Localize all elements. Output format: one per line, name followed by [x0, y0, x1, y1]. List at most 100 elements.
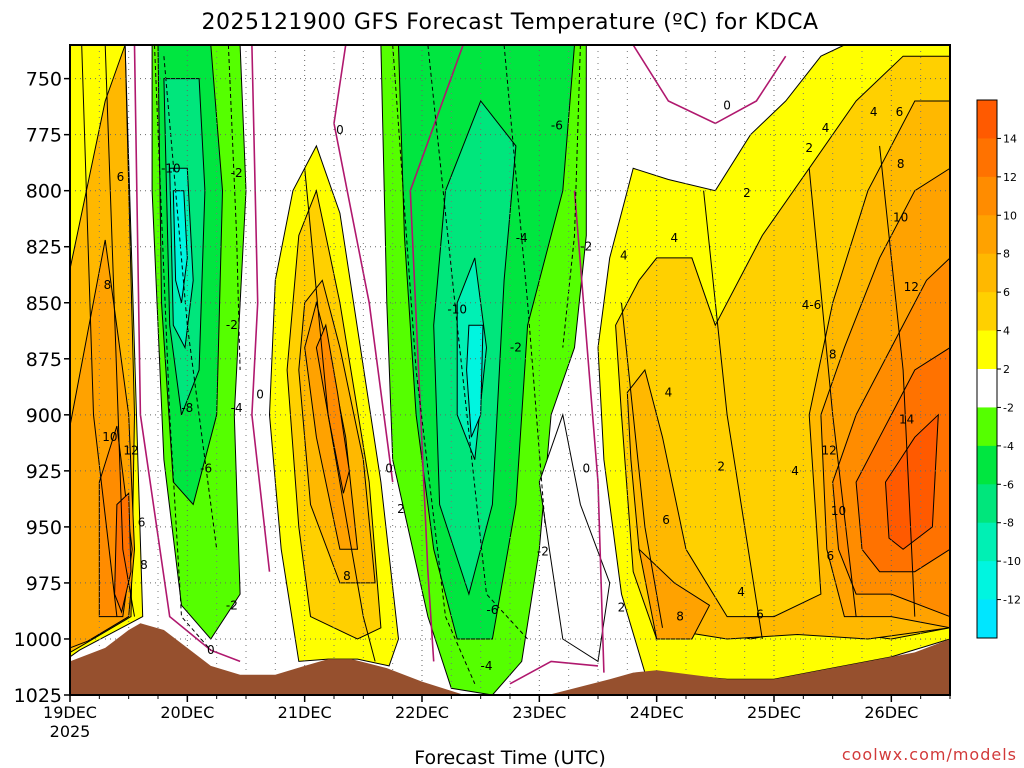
contour-label: 2: [717, 459, 725, 473]
contour-label: -4: [231, 401, 243, 415]
isotherm-neg-13: [562, 45, 581, 348]
contour-label: 12: [123, 444, 138, 458]
colorbar-legend: 14 12 10 8 6 4 2 -2 -4 -6 -8 -10 -12: [976, 99, 1021, 639]
y-axis: 750 775 800 825 850 875 900 925 950 975 1000 1025: [14, 69, 70, 707]
colorbar-tick-label: -2: [1003, 401, 1014, 414]
colorbar-tick-label: 12: [1003, 171, 1017, 184]
contour-label: 4: [822, 121, 830, 135]
isotherm-zero-4: [573, 190, 605, 673]
contour-label: 2: [805, 141, 813, 155]
terrain-surface: [70, 623, 950, 695]
x-tick-label: 19DEC: [43, 703, 97, 722]
isotherm-neg-10: [392, 45, 476, 684]
contour-label: 8: [676, 610, 684, 624]
contour-label: 6: [662, 513, 670, 527]
contour-label: -2: [231, 166, 243, 180]
colorbar-swatch: [977, 445, 997, 485]
temp-region-23: [638, 547, 711, 640]
contour-label: 0: [336, 123, 344, 137]
isotherm-pos-18: [703, 190, 763, 640]
colorbar-swatch: [977, 253, 997, 293]
contour-label: 10: [893, 211, 908, 225]
x-tick-label: 22DEC: [395, 703, 449, 722]
isotherm-neg-8: [163, 56, 218, 550]
y-tick-label: 875: [26, 349, 62, 371]
contour-label: -6: [200, 462, 212, 476]
x-tick-label: 23DEC: [512, 703, 566, 722]
x-tick-label: 25DEC: [747, 703, 801, 722]
x-tick-label: 24DEC: [630, 703, 684, 722]
isotherm-neg-9: [227, 45, 241, 371]
y-tick-label: 850: [26, 293, 62, 315]
isotherm-zero-2: [333, 45, 394, 483]
contour-label: 0: [256, 388, 264, 402]
contour-label: 8: [343, 569, 351, 583]
colorbar-tick-label: -12: [1003, 594, 1021, 607]
contour-label: 0: [723, 99, 731, 113]
chart-title: 2025121900 GFS Forecast Temperature (ºC)…: [201, 10, 818, 35]
y-tick-label: 975: [26, 573, 62, 595]
colorbar-swatch: [977, 522, 997, 562]
y-tick-label: 925: [26, 461, 62, 483]
contour-label: 4: [870, 105, 878, 119]
contour-label: 4: [665, 385, 673, 399]
contour-label: 8: [829, 347, 837, 361]
contour-label: 2: [618, 601, 626, 615]
isotherm-pos-17: [621, 302, 663, 628]
x-tick-year-label: 2025: [50, 722, 91, 741]
contour-label: 4: [670, 231, 678, 245]
contour-label: 4: [620, 249, 628, 263]
y-tick-label: 1000: [14, 629, 62, 651]
colorbar-swatch: [977, 138, 997, 178]
colorbar-swatch: [977, 215, 997, 255]
temp-region-27: [884, 413, 939, 550]
isotherm-zero-1: [251, 45, 271, 572]
isotherm-zero-0: [133, 45, 241, 663]
contour-label: -10: [447, 303, 467, 317]
isotherm-zero-3: [409, 45, 464, 662]
isotherm-neg-7: [154, 45, 212, 651]
colorbar-swatch: [977, 176, 997, 216]
contour-label: -10: [161, 161, 181, 175]
contour-label: 14: [899, 412, 914, 426]
contour-label: -2: [580, 240, 592, 254]
isotherm-pos-19: [808, 168, 857, 617]
contour-label: 4: [791, 464, 799, 478]
x-tick-label: 21DEC: [278, 703, 332, 722]
contour-label: -2: [537, 545, 549, 559]
temp-region-19: [466, 324, 484, 438]
contour-label: 10: [831, 504, 846, 518]
contour-label: -8: [181, 401, 193, 415]
contour-label: -4: [516, 231, 528, 245]
y-tick-label: 900: [26, 405, 62, 427]
contour-label: -6: [486, 603, 498, 617]
contour-label: 4: [737, 585, 745, 599]
colorbar-swatch: [977, 369, 997, 408]
contour-label: 6: [117, 170, 125, 184]
isotherm-neg-12: [503, 45, 546, 527]
isotherm-zero-6: [509, 660, 599, 685]
colorbar-swatch: [977, 561, 997, 601]
contour-label: 10: [102, 430, 117, 444]
contour-label: 12: [821, 444, 836, 458]
colorbar-tick-label: 2: [1003, 363, 1010, 376]
colorbar-tick-label: 4: [1003, 325, 1010, 338]
contour-label: 0: [385, 462, 393, 476]
isotherm-neg-11: [427, 45, 528, 640]
contour-label: -4: [481, 659, 493, 673]
isotherm-pos-16: [304, 168, 376, 662]
y-tick-label: 1025: [14, 685, 62, 707]
isotherm-pos-20: [879, 145, 916, 617]
x-tick-label: 20DEC: [160, 703, 214, 722]
colorbar-swatch: [977, 100, 997, 139]
y-tick-label: 750: [26, 69, 62, 91]
contour-label: 8: [140, 558, 148, 572]
contour-label: -2: [226, 318, 238, 332]
contour-label: 8: [104, 278, 112, 292]
colorbar-tick-label: -6: [1003, 478, 1014, 491]
isotherm-pos-14: [81, 45, 118, 617]
contour-label: 2: [743, 186, 751, 200]
contour-label: 2: [397, 502, 405, 516]
x-axis-label: Forecast Time (UTC): [414, 747, 605, 768]
